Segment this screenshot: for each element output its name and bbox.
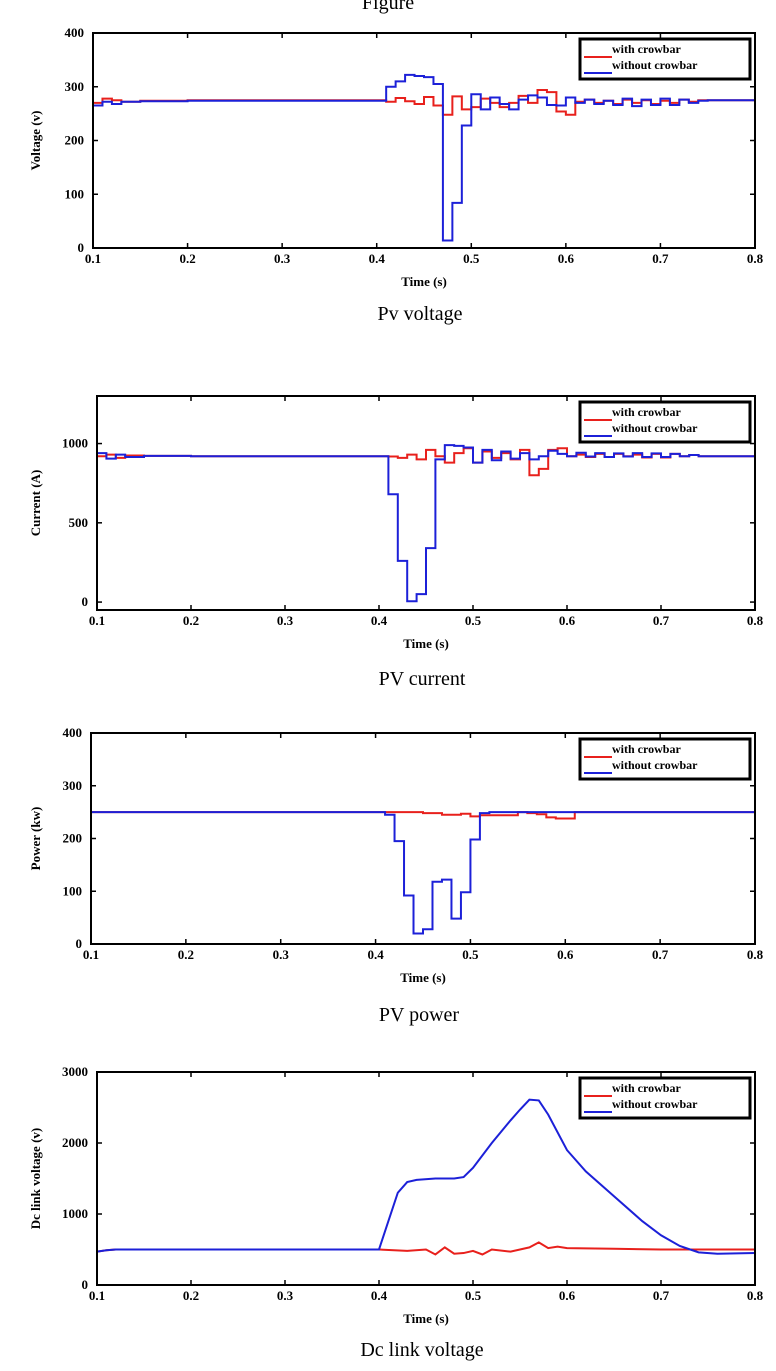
x-tick-label: 0.3 <box>273 947 290 962</box>
series-line-without-crowbar <box>91 811 755 935</box>
x-tick-label: 0.5 <box>462 947 479 962</box>
plot-frame <box>96 1071 756 1286</box>
chart-caption: Pv voltage <box>378 303 463 325</box>
y-tick-label: 400 <box>63 725 83 740</box>
x-tick-label: 0.4 <box>371 613 388 628</box>
y-tick-label: 500 <box>69 515 89 530</box>
x-tick-label: 0.6 <box>557 947 574 962</box>
x-tick-label: 0.1 <box>85 251 101 266</box>
x-tick-label: 0.8 <box>747 613 764 628</box>
series-line-without-crowbar <box>93 73 755 242</box>
y-tick-label: 100 <box>63 883 83 898</box>
x-tick-label: 0.7 <box>653 1288 670 1303</box>
x-tick-label: 0.1 <box>89 613 105 628</box>
y-tick-label: 300 <box>65 79 85 94</box>
x-axis-label: Time (s) <box>400 970 446 985</box>
y-tick-label: 200 <box>65 133 85 148</box>
page-top-text: Figure <box>361 0 415 14</box>
x-tick-label: 0.3 <box>277 613 294 628</box>
series-line-with-crowbar <box>97 447 755 477</box>
legend-label: with crowbar <box>612 742 681 756</box>
y-tick-label: 0 <box>78 240 85 255</box>
legend-label: with crowbar <box>612 405 681 419</box>
x-axis-label: Time (s) <box>403 1311 449 1326</box>
x-tick-label: 0.7 <box>652 251 669 266</box>
x-tick-label: 0.8 <box>747 1288 764 1303</box>
series-line-without-crowbar <box>97 1098 755 1255</box>
x-tick-label: 0.5 <box>465 613 482 628</box>
y-tick-label: 0 <box>76 936 83 951</box>
legend-label: without crowbar <box>612 758 698 772</box>
y-tick-label: 1000 <box>62 436 88 451</box>
x-tick-label: 0.1 <box>89 1288 105 1303</box>
chart-caption: Dc link voltage <box>360 1339 483 1361</box>
legend-label: with crowbar <box>612 42 681 56</box>
x-tick-label: 0.6 <box>559 1288 576 1303</box>
chart-panel-1: 0.1 0.2 0.3 0.4 0.5 0.6 0.7 0.8 0 100 200 300 400 Tim… <box>28 25 764 325</box>
x-tick-label: 0.6 <box>559 613 576 628</box>
y-axis-label: Voltage (v) <box>28 111 43 171</box>
y-tick-label: 200 <box>63 831 83 846</box>
x-tick-label: 0.7 <box>652 947 669 962</box>
x-tick-label: 0.6 <box>558 251 575 266</box>
x-tick-label: 0.4 <box>369 251 386 266</box>
x-tick-label: 0.2 <box>183 613 199 628</box>
y-axis-label: Power (kw) <box>28 807 43 871</box>
y-tick-label: 100 <box>65 186 85 201</box>
x-tick-label: 0.5 <box>463 251 480 266</box>
chart-panel-3: 0.1 0.2 0.3 0.4 0.5 0.6 0.7 0.8 0 100 200 300 400 Tim… <box>28 725 764 1026</box>
chart-panel-4: 0.1 0.2 0.3 0.4 0.5 0.6 0.7 0.8 0 1000 2000 3000 Tim… <box>28 1064 764 1361</box>
x-axis-label: Time (s) <box>403 636 449 651</box>
legend-label: without crowbar <box>612 421 698 435</box>
legend-label: with crowbar <box>612 1081 681 1095</box>
plot-frame <box>96 395 756 611</box>
x-tick-label: 0.5 <box>465 1288 482 1303</box>
chart-panel-2: 0.1 0.2 0.3 0.4 0.5 0.6 0.7 0.8 0 500 1000 Time (s)… <box>28 395 764 690</box>
x-tick-label: 0.7 <box>653 613 670 628</box>
y-tick-label: 1000 <box>62 1206 88 1221</box>
series-line-with-crowbar <box>97 1241 755 1256</box>
x-tick-label: 0.4 <box>367 947 384 962</box>
y-tick-label: 0 <box>82 594 89 609</box>
x-tick-label: 0.1 <box>83 947 99 962</box>
x-tick-label: 0.3 <box>274 251 291 266</box>
x-tick-label: 0.2 <box>179 251 195 266</box>
chart-caption: PV power <box>379 1004 460 1026</box>
legend-label: without crowbar <box>612 58 698 72</box>
y-axis-label: Dc link voltage (v) <box>28 1128 43 1229</box>
x-tick-label: 0.3 <box>277 1288 294 1303</box>
y-tick-label: 3000 <box>62 1064 88 1079</box>
y-axis-label: Current (A) <box>28 470 43 537</box>
x-tick-label: 0.2 <box>178 947 194 962</box>
x-tick-label: 0.4 <box>371 1288 388 1303</box>
x-axis-label: Time (s) <box>401 274 447 289</box>
y-tick-label: 400 <box>65 25 85 40</box>
legend-label: without crowbar <box>612 1097 698 1111</box>
x-tick-label: 0.8 <box>747 251 764 266</box>
y-tick-label: 2000 <box>62 1135 88 1150</box>
series-line-without-crowbar <box>97 444 755 603</box>
y-tick-label: 0 <box>82 1277 89 1292</box>
series-line-with-crowbar <box>93 88 755 116</box>
x-tick-label: 0.8 <box>747 947 764 962</box>
chart-caption: PV current <box>379 668 466 690</box>
x-tick-label: 0.2 <box>183 1288 199 1303</box>
y-tick-label: 300 <box>63 778 83 793</box>
series-line-with-crowbar <box>91 811 755 820</box>
